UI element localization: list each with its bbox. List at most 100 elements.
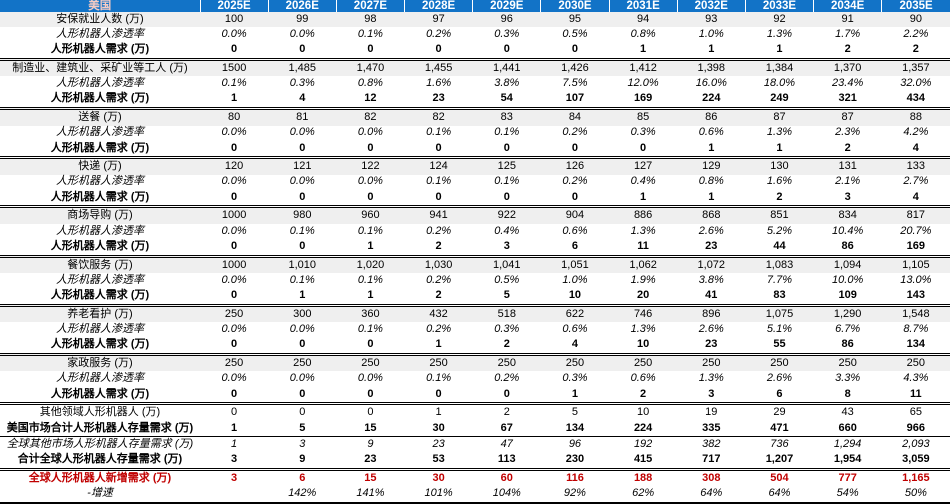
- cell: 120: [200, 156, 269, 175]
- cell: 18.0%: [763, 77, 796, 90]
- cell: 1: [708, 141, 715, 154]
- table-row: 美国市场合计人形机器人存量需求 (万) 1 5 15 30 67 134 224 335 471 6…: [0, 421, 950, 437]
- cell: 432: [404, 303, 473, 323]
- cell: 2.6%: [766, 372, 792, 385]
- cell: 126: [540, 156, 610, 175]
- cell: 886: [609, 205, 678, 224]
- cell: 321: [838, 92, 857, 105]
- cell: 32.0%: [900, 77, 932, 90]
- cell: 1.3%: [630, 323, 656, 336]
- cell: 80: [200, 106, 269, 126]
- cell: 0: [503, 190, 510, 203]
- table-row: 全球人形机器人新增需求 (万) 3 6 15 30 60 116 188 308 504 777 1,…: [0, 467, 950, 487]
- cell: 50%: [881, 486, 950, 504]
- cell: 518: [472, 303, 541, 323]
- cell: 1,020: [336, 254, 405, 274]
- cell: 966: [906, 421, 926, 434]
- cell: 0.3%: [289, 77, 315, 90]
- cell: 15: [336, 467, 405, 487]
- cell: 0.5%: [494, 273, 520, 286]
- cell: 10.4%: [832, 224, 864, 237]
- cell: 1.3%: [630, 224, 656, 237]
- cell: 6.7%: [835, 323, 861, 336]
- cell: 0.0%: [357, 175, 383, 188]
- cell: 660: [838, 421, 857, 434]
- row-label: 人形机器人渗透率: [56, 273, 144, 286]
- cell: 250: [404, 352, 473, 372]
- year-header: 2032E: [676, 0, 746, 13]
- cell: 717: [702, 453, 721, 466]
- cell: 1.6%: [426, 77, 452, 90]
- cell: 30: [432, 421, 445, 434]
- cell: 64%: [745, 486, 814, 504]
- row-label: 其他领域人形机器人 (万): [0, 402, 200, 421]
- cell: [200, 486, 269, 504]
- cell: 81: [268, 106, 337, 126]
- cell: 5: [540, 402, 610, 421]
- cell: 2.7%: [903, 175, 929, 188]
- cell: 82: [336, 106, 405, 126]
- table-row: 全球其他市场人形机器人存量需求 (万) 1 3 9 23 47 96 192 382 736 1,2…: [0, 435, 950, 453]
- cell: 0.0%: [221, 323, 247, 336]
- cell: 0.8%: [630, 27, 656, 40]
- cell: 0: [503, 387, 510, 400]
- cell: 0.8%: [698, 175, 724, 188]
- cell: 127: [609, 156, 678, 175]
- cell: 0: [299, 43, 306, 56]
- cell: 30: [404, 467, 473, 487]
- cell: 1000: [200, 205, 269, 224]
- cell: 736: [745, 435, 814, 453]
- cell: 134: [565, 421, 585, 434]
- table-row: 人形机器人渗透率 0.0% 0.0% 0.1% 0.2% 0.3% 0.5% 0.8% 1.0%…: [0, 27, 950, 42]
- cell: 308: [677, 467, 746, 487]
- cell: 0: [231, 43, 238, 56]
- cell: 109: [838, 289, 857, 302]
- cell: 1,954: [833, 453, 862, 466]
- cell: 12.0%: [627, 77, 659, 90]
- cell: 250: [540, 352, 610, 372]
- cell: 12: [364, 92, 377, 105]
- cell: 2: [776, 190, 783, 203]
- cell: 0.1%: [494, 175, 520, 188]
- row-label: 人形机器人渗透率: [56, 175, 144, 188]
- cell: 896: [677, 303, 746, 323]
- cell: 125: [472, 156, 541, 175]
- cell: 504: [745, 467, 814, 487]
- cell: 0: [367, 141, 374, 154]
- cell: 0: [367, 338, 374, 351]
- cell: 1,357: [881, 57, 950, 77]
- cell: 1: [231, 421, 238, 434]
- cell: 1,384: [745, 57, 814, 77]
- cell: 382: [677, 435, 746, 453]
- cell: 121: [268, 156, 337, 175]
- table-row: 人形机器人需求 (万) 0 0 1 2 3 6 11 23 44 86 169: [0, 239, 950, 256]
- cell: 1: [404, 402, 473, 421]
- cell: 98: [336, 12, 405, 28]
- cell: 0.6%: [562, 323, 588, 336]
- row-label: 人形机器人渗透率: [56, 77, 144, 90]
- row-label: 人形机器人需求 (万): [50, 338, 150, 351]
- cell: 0.1%: [426, 126, 452, 139]
- cell: 1,062: [609, 254, 678, 274]
- cell: 1,290: [813, 303, 882, 323]
- cell: 1,165: [881, 467, 950, 487]
- header-row: 美国 2025E 2026E 2027E 2028E 2029E 2030E 2031E 20…: [0, 0, 950, 13]
- cell: 85: [609, 106, 678, 126]
- cell: 0.1%: [221, 77, 247, 90]
- cell: 55: [773, 338, 786, 351]
- cell: 1: [776, 43, 783, 56]
- cell: 94: [609, 12, 678, 28]
- cell: 124: [404, 156, 473, 175]
- cell: 101%: [404, 486, 473, 504]
- cell: 0: [336, 402, 405, 421]
- cell: 0.2%: [426, 273, 452, 286]
- cell: 23: [364, 453, 377, 466]
- cell: 1,105: [881, 254, 950, 274]
- cell: 91: [813, 12, 882, 28]
- cell: 23: [404, 435, 473, 453]
- cell: 2: [503, 338, 510, 351]
- cell: 23.4%: [832, 77, 864, 90]
- cell: 3: [844, 190, 851, 203]
- table-row: 人形机器人渗透率 0.0% 0.0% 0.1% 0.2% 0.3% 0.6% 1.3% 2.6%…: [0, 322, 950, 337]
